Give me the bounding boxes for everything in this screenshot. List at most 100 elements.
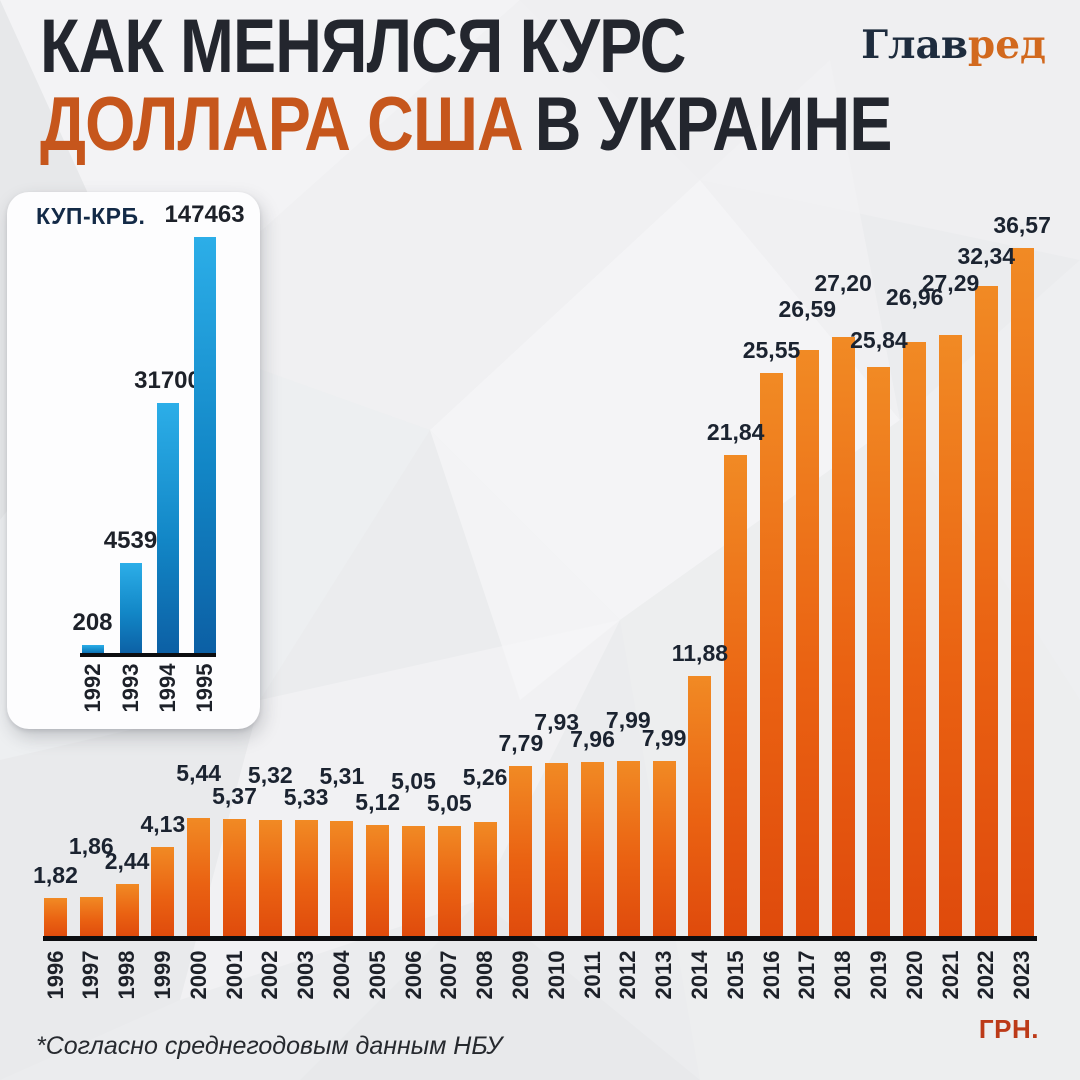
year-label-2020: 2020 [901, 950, 927, 1000]
bar-1997 [79, 896, 103, 938]
year-label-2003: 2003 [293, 950, 319, 1000]
inset-bar-value-1992: 208 [72, 609, 113, 636]
bar-2022 [974, 286, 998, 938]
bar-value-2001: 5,37 [212, 783, 257, 810]
bar-2019 [867, 366, 891, 938]
page-title: КАК МЕНЯЛСЯ КУРС ДОЛЛАРА США В УКРАИНЕ [40, 8, 1042, 164]
inset-bar-1995 [193, 237, 216, 655]
year-label-2017: 2017 [794, 950, 820, 1000]
bar-2008 [473, 821, 497, 938]
footnote: *Согласно среднегодовым данным НБУ [36, 1032, 503, 1060]
year-label-2002: 2002 [257, 950, 283, 1000]
bar-value-2009: 7,79 [498, 729, 544, 756]
bar-2020 [903, 342, 927, 938]
inset-chart-axis [80, 653, 216, 657]
bar-value-2005: 5,12 [355, 788, 401, 815]
bar-value-2015: 21,84 [706, 419, 765, 446]
bar-value-2017: 26,59 [778, 296, 837, 323]
title-line2: ДОЛЛАРА США В УКРАИНЕ [40, 86, 892, 164]
bar-value-2014: 11,88 [671, 639, 729, 666]
bar-value-2023: 36,57 [993, 212, 1051, 239]
bar-2010 [545, 762, 569, 938]
main-chart-axis [43, 936, 1037, 941]
inset-bar-value-1995: 147463 [164, 201, 245, 228]
inset-bar-1992 [81, 645, 104, 655]
bar-value-2002: 5,32 [247, 762, 293, 789]
currency-unit-label: ГРН. [978, 1014, 1039, 1044]
bar-value-1996: 1,82 [33, 861, 78, 888]
bar-value-2018: 27,20 [814, 269, 872, 296]
inset-year-label-1994: 1994 [154, 663, 180, 713]
year-label-2014: 2014 [686, 950, 712, 1000]
year-label-2011: 2011 [579, 951, 605, 999]
bar-value-2008: 5,26 [462, 763, 508, 790]
bar-value-2011: 7,96 [570, 726, 615, 753]
bar-2017 [795, 350, 819, 938]
bar-2000 [187, 817, 211, 938]
year-label-2018: 2018 [830, 950, 856, 1000]
year-label-2022: 2022 [973, 950, 999, 1000]
bar-1996 [44, 897, 67, 938]
year-label-1998: 1998 [114, 950, 140, 1000]
inset-bar-value-1993: 4539 [103, 527, 158, 554]
bar-2012 [616, 761, 640, 938]
bar-2014 [688, 675, 712, 938]
bar-value-2004: 5,31 [319, 762, 365, 789]
bar-value-2006: 5,05 [391, 768, 436, 795]
year-label-1999: 1999 [149, 950, 175, 1000]
bar-2015 [724, 455, 748, 938]
inset-year-label-1993: 1993 [117, 663, 143, 713]
title-accent: ДОЛЛАРА США [40, 82, 524, 167]
bar-2003 [294, 820, 318, 938]
brand-logo-part1: Глав [861, 22, 968, 68]
year-label-2008: 2008 [472, 950, 498, 1000]
bar-value-2016: 25,55 [742, 337, 801, 364]
bar-2021 [939, 334, 962, 938]
bar-2006 [402, 826, 425, 938]
title-line1: КАК МЕНЯЛСЯ КУРС [40, 4, 686, 89]
inset-bar-value-1994: 31700 [134, 367, 201, 394]
bar-value-1999: 4,13 [140, 810, 186, 837]
bar-value-2003: 5,33 [283, 784, 329, 811]
inset-chart-card: КУП-КРБ. 208 1992 4539 1993 31700 1994 147463 1… [7, 192, 260, 729]
bar-value-2010: 7,93 [534, 708, 580, 735]
year-label-1997: 1997 [78, 950, 104, 1000]
bar-2005 [366, 824, 390, 938]
year-label-2015: 2015 [722, 950, 748, 1000]
brand-logo-part2: ред [967, 22, 1046, 68]
year-label-2007: 2007 [436, 950, 462, 1000]
bar-value-2007: 5,05 [426, 790, 472, 817]
year-label-2001: 2001 [221, 950, 247, 1000]
bar-value-2013: 7,99 [641, 725, 687, 752]
year-label-2000: 2000 [185, 950, 211, 1000]
year-label-2010: 2010 [543, 950, 569, 1000]
title-rest: В УКРАИНЕ [534, 82, 893, 167]
bar-2001 [223, 819, 246, 938]
bar-value-1998: 2,44 [104, 848, 150, 875]
bar-value-2022: 32,34 [957, 243, 1016, 270]
year-label-2012: 2012 [615, 950, 641, 1000]
year-label-2006: 2006 [400, 950, 426, 1000]
year-label-2021: 2021 [937, 950, 963, 1000]
year-label-2019: 2019 [865, 950, 891, 1000]
year-label-2016: 2016 [758, 950, 784, 1000]
inset-bar-1994 [156, 403, 179, 655]
inset-chart-title: КУП-КРБ. [36, 203, 146, 229]
bar-2002 [258, 820, 282, 938]
year-label-2023: 2023 [1009, 950, 1035, 1000]
year-label-2009: 2009 [507, 950, 533, 1000]
year-label-2013: 2013 [651, 950, 677, 1000]
bar-1998 [115, 884, 139, 938]
bar-2023 [1010, 248, 1034, 938]
bar-2018 [831, 336, 855, 938]
inset-bar-1993 [119, 563, 142, 655]
inset-year-label-1992: 1992 [79, 663, 105, 713]
bar-value-1997: 1,86 [68, 832, 114, 859]
bar-2013 [652, 761, 676, 938]
bar-2011 [581, 762, 604, 938]
bar-value-2021: 27,29 [921, 269, 980, 296]
bar-2016 [760, 373, 783, 938]
year-label-2004: 2004 [328, 950, 354, 1000]
bar-value-2012: 7,99 [605, 707, 651, 734]
